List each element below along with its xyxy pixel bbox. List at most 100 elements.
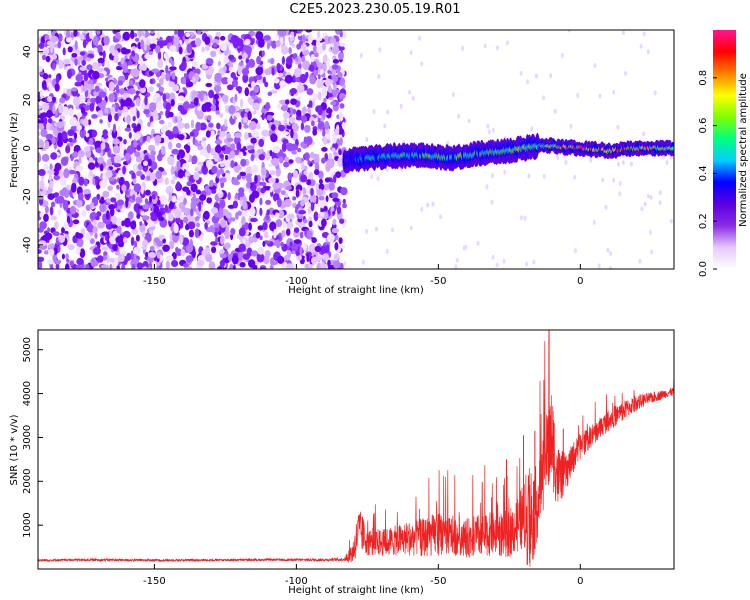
faint-blob <box>527 173 531 179</box>
faint-blob <box>624 71 627 76</box>
noise-blob <box>228 66 234 72</box>
noise-blob <box>288 116 296 124</box>
faint-blob <box>606 247 610 253</box>
noise-blob <box>199 122 207 131</box>
noise-blob <box>194 37 202 47</box>
noise-blob <box>285 185 292 191</box>
noise-blob <box>271 67 275 76</box>
noise-blob <box>144 170 151 176</box>
noise-blob <box>103 35 110 46</box>
noise-blob <box>69 205 77 215</box>
ridge-core <box>671 146 674 151</box>
y-tick-label: 3000 <box>22 425 33 450</box>
noise-blob <box>149 245 155 252</box>
noise-blob <box>338 237 343 245</box>
faint-blob <box>576 93 580 98</box>
noise-blob <box>156 211 163 218</box>
noise-blob <box>38 240 47 247</box>
noise-blob <box>109 263 113 269</box>
noise-blob <box>186 81 194 88</box>
noise-blob <box>314 52 319 58</box>
y-tick-label: 0 <box>22 145 33 151</box>
noise-blob <box>268 177 276 184</box>
noise-blob <box>311 237 317 244</box>
noise-blob <box>276 132 281 138</box>
noise-blob <box>54 221 59 230</box>
noise-blob <box>308 171 314 181</box>
faint-blob <box>490 199 494 205</box>
faint-blob <box>616 124 620 130</box>
noise-blob <box>171 195 177 203</box>
noise-blob <box>123 236 128 244</box>
noise-blob <box>126 252 132 261</box>
noise-blob <box>146 135 151 143</box>
noise-blob <box>224 230 230 240</box>
noise-blob <box>92 219 97 226</box>
noise-blob <box>261 50 265 57</box>
noise-blob <box>198 145 202 150</box>
noise-blob <box>290 88 297 95</box>
faint-blob <box>386 109 389 115</box>
noise-blob <box>305 136 313 146</box>
noise-blob <box>93 246 101 255</box>
noise-blob <box>238 55 243 60</box>
noise-blob <box>50 216 57 221</box>
noise-blob <box>156 240 164 247</box>
noise-blob <box>160 145 166 155</box>
snr-series-line <box>38 334 674 567</box>
noise-blob <box>67 46 73 53</box>
noise-blob <box>47 227 51 233</box>
noise-blob <box>195 207 199 216</box>
noise-blob <box>266 151 270 161</box>
faint-blob <box>359 53 363 59</box>
noise-blob <box>268 163 273 168</box>
noise-blob <box>134 33 138 38</box>
noise-blob <box>116 265 120 269</box>
noise-blob <box>219 99 223 104</box>
noise-blob <box>63 189 70 198</box>
noise-blob <box>148 102 157 112</box>
noise-blob <box>313 70 319 77</box>
noise-blob <box>291 150 297 155</box>
noise-blob <box>337 71 343 78</box>
noise-blob <box>155 45 161 54</box>
noise-blob <box>52 104 56 115</box>
noise-blob <box>195 121 202 132</box>
noise-blob <box>131 263 136 269</box>
noise-blob <box>177 169 185 179</box>
noise-blob <box>141 63 148 71</box>
noise-blob <box>185 244 194 253</box>
noise-blob <box>107 185 113 191</box>
noise-blob <box>121 47 128 55</box>
faint-blob <box>542 173 546 179</box>
noise-blob <box>112 145 121 154</box>
noise-blob <box>301 55 306 63</box>
noise-blob <box>310 187 314 196</box>
noise-blob <box>95 95 103 104</box>
noise-blob <box>104 108 109 114</box>
noise-blob <box>257 187 262 193</box>
noise-blob <box>127 60 133 66</box>
noise-blob <box>204 36 211 45</box>
noise-blob <box>270 57 275 65</box>
faint-blob <box>451 92 455 98</box>
noise-blob <box>89 212 97 221</box>
noise-blob <box>214 231 218 238</box>
noise-blob <box>98 91 107 98</box>
noise-blob <box>168 57 173 64</box>
faint-blob <box>609 251 613 256</box>
noise-blob <box>306 230 313 240</box>
noise-blob <box>225 224 230 232</box>
noise-blob <box>317 91 322 101</box>
faint-blob <box>612 177 616 183</box>
noise-blob <box>148 51 153 56</box>
noise-blob <box>332 218 337 225</box>
noise-blob <box>303 165 308 170</box>
noise-blob <box>311 256 318 265</box>
noise-blob <box>316 79 322 89</box>
noise-blob <box>280 45 289 55</box>
noise-blob <box>183 144 190 150</box>
noise-blob <box>71 53 78 58</box>
noise-blob <box>143 108 150 115</box>
noise-blob <box>123 139 127 145</box>
